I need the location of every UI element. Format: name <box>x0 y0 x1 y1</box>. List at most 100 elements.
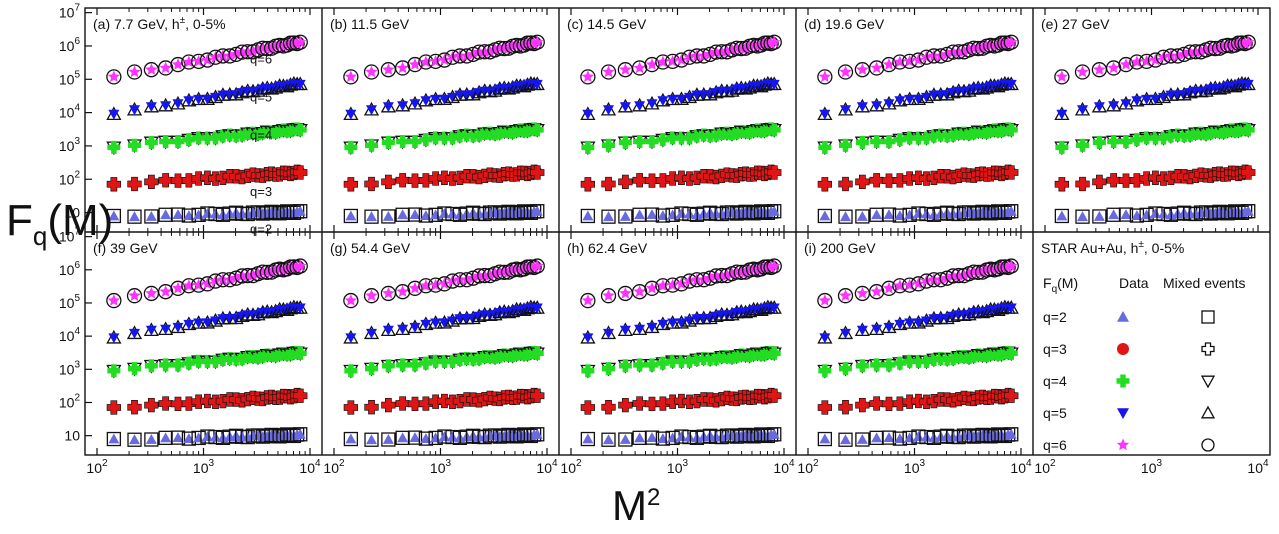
marker-star <box>128 289 141 301</box>
panel-a: (a) 7.7 GeV, h±, 0-5% <box>85 8 311 232</box>
series-q2 <box>580 427 782 447</box>
marker-square <box>1118 207 1134 222</box>
data-point <box>646 99 658 110</box>
marker-triangle-down <box>345 109 357 120</box>
mixed-point <box>618 209 633 224</box>
data-point <box>208 131 222 145</box>
data-point <box>657 96 669 107</box>
marker-plus <box>144 135 158 149</box>
data-point <box>582 109 594 120</box>
marker-square <box>881 430 897 445</box>
marker-triangle-up <box>619 210 631 221</box>
marker-plus <box>429 354 443 368</box>
mixed-point <box>1003 34 1019 50</box>
data-point <box>397 324 409 335</box>
data-point <box>645 281 659 294</box>
data-point <box>581 70 594 83</box>
marker-plus <box>293 346 307 360</box>
marker-square <box>1092 209 1107 224</box>
panel-title: (h) 62.4 GeV <box>567 240 648 256</box>
data-point <box>453 352 467 366</box>
data-point <box>159 61 172 74</box>
marker-circle-open <box>644 56 660 73</box>
data-point <box>396 61 409 74</box>
mixed-point <box>127 432 142 447</box>
data-point <box>634 209 646 220</box>
data-point <box>365 65 378 78</box>
marker-triangle-down <box>409 99 421 110</box>
data-point <box>618 359 632 373</box>
marker-triangle-down <box>201 94 213 105</box>
marker-triangle-up <box>172 209 184 219</box>
data-point <box>531 205 543 216</box>
mixed-point <box>1074 64 1091 80</box>
data-point <box>675 431 687 441</box>
marker-triangle-down <box>657 319 669 330</box>
data-point <box>344 70 357 83</box>
data-point <box>1130 133 1144 147</box>
series-q6 <box>106 34 308 85</box>
data-point <box>582 333 594 344</box>
mixed-point <box>106 431 122 447</box>
marker-plus <box>633 135 647 149</box>
marker-triangle-up <box>1093 210 1105 221</box>
marker-star <box>531 259 544 272</box>
marker-circle-open <box>170 56 186 73</box>
data-point <box>619 434 631 444</box>
data-point <box>217 90 229 101</box>
series-q5 <box>343 75 545 121</box>
data-point <box>1156 131 1170 145</box>
marker-triangle-up <box>345 210 357 221</box>
data-point-core <box>368 180 376 188</box>
marker-triangle-up <box>675 207 687 218</box>
data-point <box>345 433 357 444</box>
marker-plus <box>208 354 222 368</box>
marker-circle-open <box>126 64 143 80</box>
mixed-point <box>580 431 596 447</box>
marker-square <box>381 209 396 224</box>
data-point <box>1120 209 1132 219</box>
marker-star <box>818 70 831 83</box>
data-point <box>397 209 409 220</box>
data-point-core <box>384 178 392 186</box>
marker-triangle-up <box>108 433 120 444</box>
series-q4 <box>106 345 308 379</box>
panel-e: (e) 27 GeV <box>1041 8 1259 232</box>
data-point <box>819 433 831 444</box>
marker-circle-open <box>394 60 411 76</box>
data-point <box>683 208 695 219</box>
data-point <box>856 210 868 221</box>
panel-title: (f) 39 GeV <box>93 240 158 256</box>
marker-circle-open <box>580 292 596 309</box>
marker-square <box>644 207 660 222</box>
data-point <box>768 259 781 272</box>
marker-plus <box>216 352 230 366</box>
data-point-core <box>422 176 430 184</box>
data-point <box>720 269 734 281</box>
mixed-point <box>817 69 833 85</box>
marker-triangle-up <box>883 209 895 219</box>
data-point <box>871 432 883 443</box>
mixed-point <box>170 56 186 73</box>
data-point <box>767 346 781 360</box>
mixed-point <box>837 64 854 80</box>
marker-triangle-up <box>531 205 543 216</box>
series-q6 <box>343 34 545 85</box>
marker-plus <box>128 362 142 376</box>
data-point-core <box>110 180 118 188</box>
marker-triangle-down <box>619 325 631 336</box>
data-point <box>159 135 173 149</box>
data-point <box>581 294 594 306</box>
mixed-point <box>855 209 870 224</box>
marker-star <box>581 294 594 306</box>
marker-triangle-down <box>209 92 221 103</box>
data-point-core <box>147 401 155 409</box>
mixed-point <box>580 69 596 85</box>
data-point <box>1119 58 1133 70</box>
marker-star <box>294 259 307 272</box>
marker-circle-open <box>644 280 660 296</box>
marker-square <box>144 209 159 224</box>
series-q2 <box>106 427 308 447</box>
data-point <box>912 94 924 105</box>
marker-star <box>1055 70 1068 83</box>
